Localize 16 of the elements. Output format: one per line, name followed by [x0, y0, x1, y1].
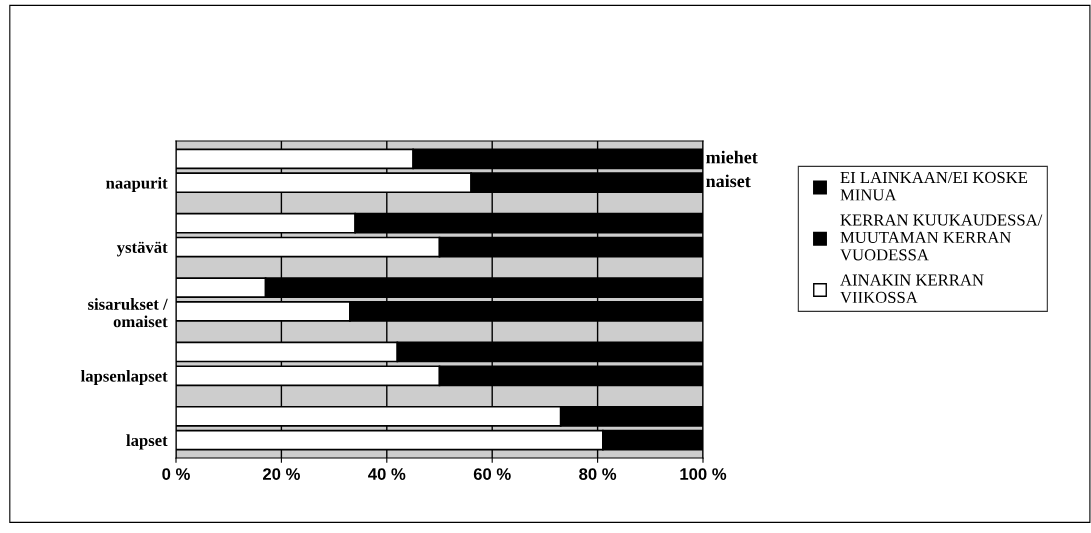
y-tick-label: naapurit	[106, 176, 168, 193]
x-tick-label: 40 %	[368, 468, 406, 480]
text: naiset	[706, 174, 751, 188]
legend-label: AINAKIN KERRAN VIIKOSSA	[840, 274, 984, 304]
y-tick-label: ystävät	[116, 241, 168, 257]
x-tick-label: 20 %	[262, 468, 300, 480]
text: miehet	[706, 150, 758, 164]
x-tick-label: 80 %	[579, 468, 617, 480]
y-tick-label: lapset	[126, 434, 168, 450]
x-tick-label: 100 %	[680, 468, 727, 480]
x-tick-label: 0 %	[162, 468, 190, 480]
y-tick-label: sisarukset / omaiset	[88, 298, 168, 328]
x-tick-label: 60 %	[473, 468, 511, 480]
legend-label: EI LAINKAAN/EI KOSKE MINUA	[840, 171, 1028, 201]
legend-label: KERRAN KUUKAUDESSA/ MUUTAMAN KERRAN VUODESSA	[840, 214, 1043, 261]
y-tick-label: lapsenlapset	[80, 369, 168, 386]
